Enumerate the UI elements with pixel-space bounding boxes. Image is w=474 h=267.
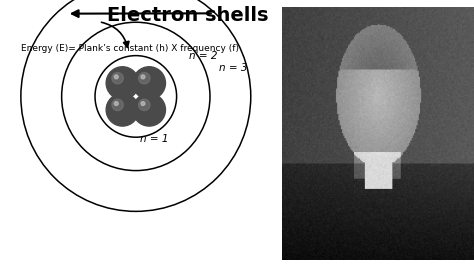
Circle shape [112,99,123,111]
Circle shape [114,75,118,79]
Circle shape [106,67,139,99]
Text: n = 2: n = 2 [189,51,218,61]
Circle shape [138,99,150,111]
Circle shape [133,67,165,99]
Text: n = 3: n = 3 [219,63,247,73]
Text: Energy (E)= Plank’s constant (h) X frequency (f): Energy (E)= Plank’s constant (h) X frequ… [21,44,239,53]
Circle shape [106,93,139,126]
Text: n = 1: n = 1 [139,134,168,143]
Circle shape [138,72,150,84]
Circle shape [114,102,118,105]
Circle shape [133,93,165,126]
Circle shape [141,75,145,79]
Text: Electron shells: Electron shells [107,6,268,25]
Circle shape [112,72,123,84]
Circle shape [141,102,145,105]
